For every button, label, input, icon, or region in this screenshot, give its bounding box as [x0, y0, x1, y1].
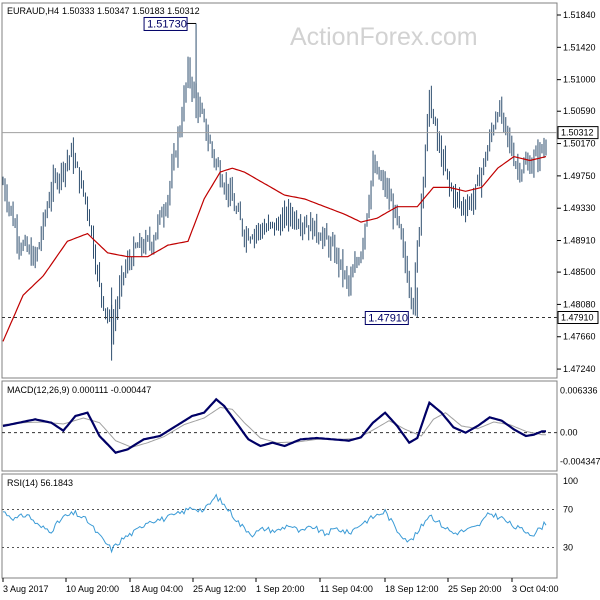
- low-label-box: [364, 311, 409, 326]
- support-tag: 1.47910: [557, 311, 599, 325]
- rsi-layer: [2, 493, 547, 554]
- watermark: ActionForex.com: [290, 23, 478, 51]
- time-tick-label: 18 Aug 04:00: [130, 584, 183, 594]
- low-annotation: 1.47910: [364, 311, 409, 326]
- price-tick-label: 1.51000: [563, 75, 596, 85]
- time-tick-label: 3 Oct 04:00: [512, 584, 559, 594]
- time-tick-label: 25 Aug 12:00: [193, 584, 246, 594]
- price-tick-label: 1.50590: [563, 106, 596, 116]
- macd-tick-label: 0.00: [560, 428, 578, 438]
- rsi-line: [2, 493, 547, 554]
- time-tick-label: 10 Aug 20:00: [66, 584, 119, 594]
- support-tag-box: [557, 311, 599, 325]
- rsi-panel-frame: [1, 473, 558, 579]
- low-label: 1.47910: [368, 313, 408, 325]
- support-tag-text: 1.47910: [561, 313, 594, 323]
- macd-panel-frame: [1, 380, 558, 472]
- price-tick-label: 1.51420: [563, 42, 596, 52]
- chart-header-ohlc: 1.50333 1.50347 1.50183 1.50312: [62, 6, 200, 16]
- macd-label: MACD(12,26,9) 0.000111 -0.000447: [7, 385, 151, 395]
- moving-average-line: [2, 155, 547, 342]
- time-tick-label: 18 Sep 12:00: [385, 584, 439, 594]
- time-axis: 3 Aug 2017 10 Aug 20:00 18 Aug 04:00 25 Aug…: [2, 578, 559, 594]
- price-bars: [2, 23, 547, 361]
- high-label-box: [143, 16, 188, 31]
- last-price-tag-text: 1.50312: [561, 128, 594, 138]
- time-tick-label: 25 Sep 20:00: [448, 584, 502, 594]
- high-annotation: 1.51730: [143, 16, 197, 31]
- last-price-tag: 1.50312: [557, 126, 599, 140]
- price-tick-label: 1.47660: [563, 332, 596, 342]
- macd-tick-label: -0.004347: [560, 457, 600, 467]
- price-tick-label: 1.48080: [563, 299, 596, 309]
- high-label: 1.51730: [147, 18, 187, 30]
- time-tick-label: 1 Sep 20:00: [256, 584, 305, 594]
- last-price-tag-box: [557, 126, 599, 140]
- price-tick-label: 1.48910: [563, 236, 596, 246]
- time-tick-label: 11 Sep 04:00: [320, 584, 373, 594]
- macd-tick-label: 0.006336: [560, 385, 598, 395]
- price-tick-label: 1.50170: [563, 139, 596, 149]
- macd-main-line: [2, 397, 546, 454]
- rsi-tick-label: 100: [563, 476, 578, 486]
- time-tick-label: 3 Aug 2017: [3, 584, 49, 594]
- rsi-axis: 100 70 30: [2, 476, 578, 553]
- price-tick-label: 1.47240: [563, 364, 596, 374]
- macd-layer: [2, 397, 546, 454]
- moving-average-layer: [2, 155, 547, 342]
- price-axis: 1.51840 1.51420 1.51000 1.50590 1.50170 1.497…: [557, 10, 596, 374]
- rsi-label: RSI(14) 56.1843: [7, 478, 73, 488]
- price-tick-label: 1.49750: [563, 171, 596, 181]
- price-panel-frame: [1, 2, 558, 379]
- chart-header-symbol: EURAUD,H4: [7, 6, 59, 16]
- price-tick-label: 1.48500: [563, 267, 596, 277]
- rsi-tick-label: 70: [563, 505, 573, 515]
- price-tick-label: 1.49330: [563, 203, 596, 213]
- price-tick-label: 1.51840: [563, 10, 596, 20]
- rsi-tick-label: 30: [563, 543, 573, 553]
